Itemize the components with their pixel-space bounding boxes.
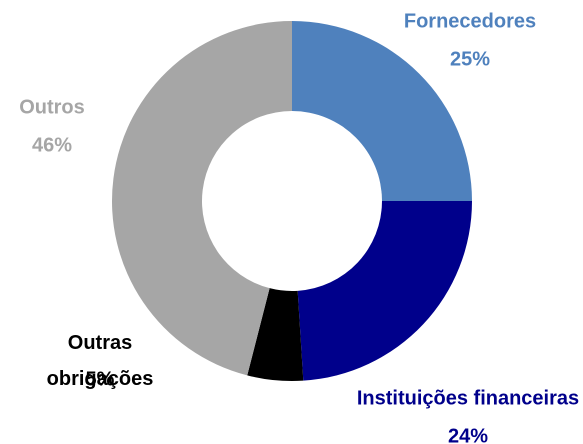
slice-value-label: 25% [450, 48, 490, 70]
slice-label: Fornecedores [404, 10, 536, 32]
donut-slice [247, 288, 304, 381]
slice-label: Outros [19, 96, 85, 118]
slice-label: Outras obrigações [47, 332, 154, 390]
donut-slice [111, 21, 292, 376]
donut-slice [297, 201, 472, 381]
slice-label: Instituições financeiras [357, 387, 579, 409]
slice-value-label: 24% [448, 425, 488, 444]
donut-slice [292, 21, 472, 201]
slice-value-label: 5% [86, 368, 115, 390]
slice-value-label: 46% [32, 134, 72, 156]
